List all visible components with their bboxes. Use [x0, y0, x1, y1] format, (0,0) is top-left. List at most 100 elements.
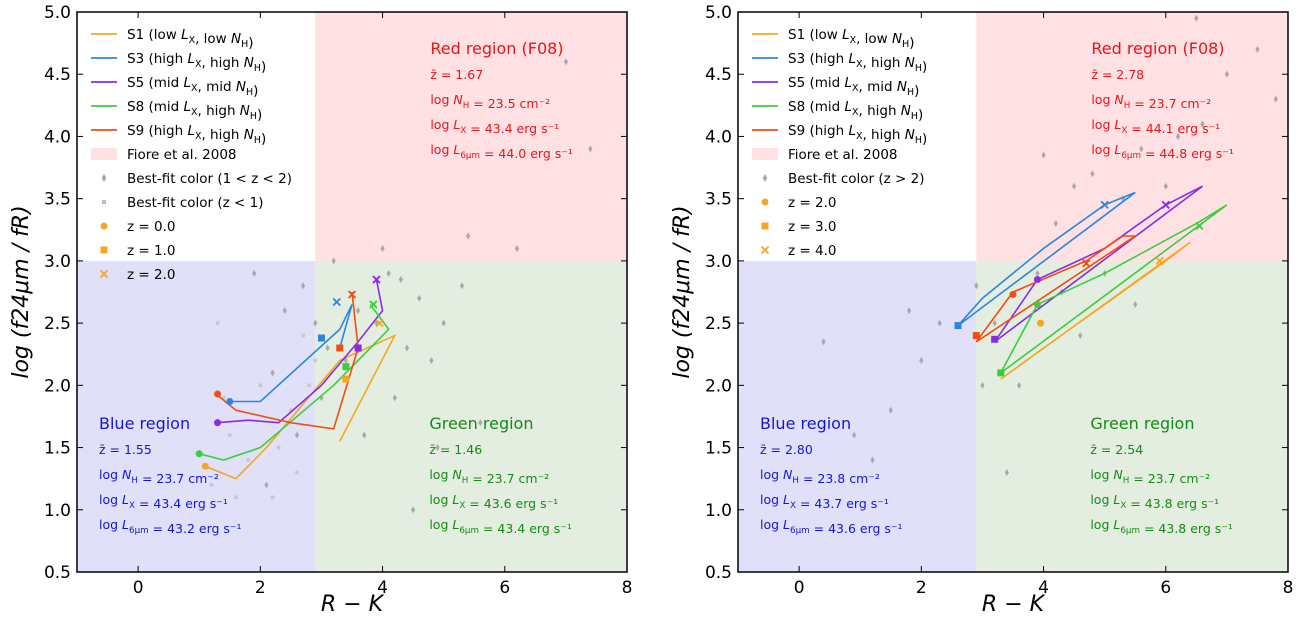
legend-label: S1 (low LX, low NH) [788, 27, 915, 51]
redshift-marker-x-b [372, 275, 381, 284]
y-tick-label: 0.5 [705, 563, 732, 583]
blue-region [77, 260, 316, 572]
blue-region-stat: log L6μm = 43.2 erg s⁻¹ [99, 517, 242, 536]
x-tick-label: 4 [1038, 578, 1049, 598]
redshift-marker-square [336, 344, 344, 352]
y-tick-label: 1.5 [44, 439, 71, 459]
gray-diamond-point [356, 307, 361, 315]
gray-diamond-point [435, 444, 440, 452]
gray-diamond-point [1273, 95, 1278, 103]
gray-diamond-point [870, 456, 875, 464]
series-line-s1 [205, 333, 397, 480]
legend-label: S5 (mid LX, mid NH) [127, 75, 258, 99]
right-panel: 0 2 4 6 8 0.5 1.0 1.5 2.0 2.5 3.0 3.5 4.0 4.5 5.0 R − K… [670, 3, 1293, 617]
gray-diamond-point [992, 319, 997, 327]
gray-diamond-point [1255, 45, 1260, 53]
redshift-marker-circle [1033, 276, 1041, 284]
legend-label: S9 (high LX, high NH) [788, 123, 927, 147]
red-region-stat: z̄ = 1.67 [430, 67, 483, 82]
series-line-s9 [217, 291, 359, 430]
redshift-marker-x-b [1100, 200, 1109, 210]
green-region-annotation: Green region z̄ = 2.54 log NH = 23.7 cm⁻² l… [1090, 414, 1233, 536]
gray-square-point [289, 408, 293, 413]
gray-diamond-point [429, 356, 434, 364]
blue-region-title: Blue region [99, 414, 190, 433]
redshift-marker-x [372, 275, 381, 284]
series-tracks [957, 185, 1228, 380]
series-line-s5 [217, 279, 384, 424]
y-tick-label: 4.5 [705, 65, 732, 85]
redshift-marker-square [354, 344, 362, 352]
legend-swatch [762, 174, 768, 182]
gray-square-point [246, 458, 250, 462]
y-tick-label: 4.0 [44, 127, 71, 147]
gray-diamond-point [331, 257, 336, 265]
legend-label: S9 (high LX, high NH) [127, 123, 266, 147]
y-tick-label: 2.0 [44, 376, 71, 396]
legend-swatch-b [760, 245, 770, 255]
gray-diamond-point [380, 244, 385, 252]
x-tick-label: 8 [622, 578, 633, 598]
y-tick-label: 4.0 [705, 127, 732, 147]
gray-square-point [227, 433, 232, 437]
gray-diamond-point [852, 431, 857, 439]
gray-diamond-point [907, 307, 912, 315]
gray-square-point [209, 483, 214, 487]
gray-diamond-point [1224, 70, 1229, 78]
gray-diamond-point [404, 344, 410, 352]
gray-diamond-point [441, 319, 446, 327]
legend-label: S8 (mid LX, high NH) [788, 99, 923, 123]
gray-diamond-point [392, 394, 397, 402]
legend: S1 (low LX, low NH)S3 (high LX, high NH)… [91, 27, 292, 283]
gray-diamond-point [974, 282, 979, 290]
redshift-marker-x [347, 290, 357, 299]
redshift-marker-x-b [1155, 256, 1164, 266]
redshift-markers [954, 200, 1204, 377]
redshift-marker-x [1161, 200, 1170, 210]
series-tracks [199, 279, 397, 480]
red-region-title: Red region (F08) [430, 39, 563, 58]
red-region [315, 12, 627, 261]
y-tick-label: 0.5 [44, 563, 71, 583]
legend-swatch [761, 198, 769, 206]
gray-diamond-point [398, 276, 403, 284]
gray-diamond-point [563, 58, 568, 66]
redshift-marker-circle [1033, 300, 1041, 308]
legend-swatch [761, 222, 769, 230]
legend: S1 (low LX, low NH)S3 (high LX, high NH)… [752, 27, 927, 259]
red-region-annotation: Red region (F08) z̄ = 2.78 log NH = 23.7 c… [1091, 39, 1234, 161]
gray-diamond-point [417, 294, 422, 302]
gray-square-point [313, 358, 318, 363]
redshift-marker-x-b [375, 318, 384, 328]
x-tick-label: 2 [255, 578, 266, 598]
green-region-title: Green region [429, 414, 533, 433]
gray-square-point [307, 383, 312, 388]
legend-label: Fiore et al. 2008 [788, 147, 898, 163]
red-region-annotation: Red region (F08) z̄ = 1.67 log NH = 23.5 c… [430, 39, 573, 161]
blue-region-stat: log NH = 23.7 cm⁻² [99, 467, 219, 486]
gray-points [209, 58, 593, 514]
legend-label: Best-fit color (z > 2) [788, 171, 925, 187]
gray-diamond-point [411, 506, 416, 514]
blue-region-stat: log LX = 43.7 erg s⁻¹ [760, 492, 889, 511]
x-tick-label: 8 [1283, 578, 1294, 598]
legend-label: S1 (low LX, low NH) [127, 27, 254, 51]
gray-diamond-point [1053, 220, 1058, 228]
blue-region-stat: log LX = 43.4 erg s⁻¹ [99, 492, 228, 511]
gray-diamond-point [264, 481, 269, 489]
redshift-marker-x-b [1195, 221, 1204, 231]
legend-swatch [752, 148, 778, 160]
gray-square-point [258, 383, 263, 388]
x-tick-label: 6 [499, 578, 510, 598]
red-region-stat: log LX = 44.1 erg s⁻¹ [1091, 117, 1220, 136]
red-region-stat: log LX = 43.4 erg s⁻¹ [430, 117, 559, 136]
gray-diamond-point [1133, 300, 1138, 308]
redshift-marker-circle [226, 398, 234, 406]
legend-label: S3 (high LX, high NH) [127, 51, 266, 75]
gray-diamond-point [313, 319, 318, 327]
red-region-stat: log L6μm = 44.8 erg s⁻¹ [1091, 142, 1234, 161]
series-line-s8 [199, 303, 390, 461]
gray-diamond-point [1139, 145, 1144, 153]
gray-diamond-point [1120, 195, 1126, 203]
gray-diamond-point [1035, 269, 1040, 277]
